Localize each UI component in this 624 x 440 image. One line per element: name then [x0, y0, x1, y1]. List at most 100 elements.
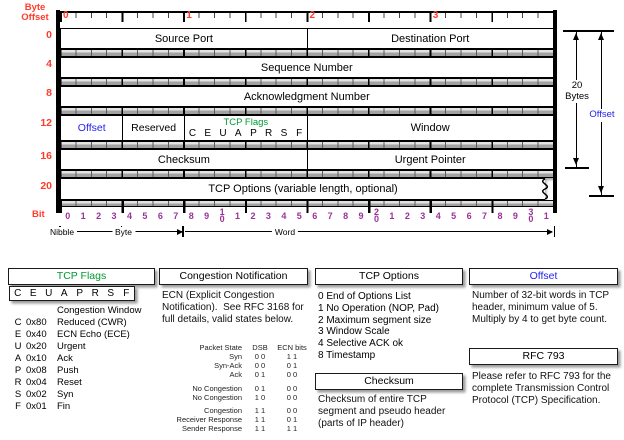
bit-number: 9: [512, 211, 518, 221]
flag-name-cell: Congestion Window: [57, 305, 142, 316]
byte-offset-label: 20: [40, 180, 52, 192]
left-frame-line: [56, 10, 60, 213]
flag-letter-cell: S: [14, 389, 22, 400]
bit-number: 9: [358, 211, 364, 221]
flag-letter: A: [60, 288, 68, 299]
bytes-measure-bottom-bar: [565, 167, 589, 169]
ecn-cell: Sender Response: [181, 424, 242, 433]
flag-hex-cell: [26, 305, 57, 317]
row-acknowledgment: Acknowledgment Number: [60, 86, 554, 107]
flag-definition-row: R 0x04 Reset: [12, 377, 142, 389]
field-reserved: Reserved: [122, 116, 183, 140]
legend-flag-definitions: Congestion Window C 0x80 Reduced (CWR) E 0x40…: [12, 305, 142, 413]
ecn-cell: 0 1: [254, 383, 266, 393]
row-checksum-urgent: Checksum Urgent Pointer: [60, 149, 554, 170]
flag-letter: R: [91, 288, 99, 299]
ecn-cell: 0 1: [286, 415, 298, 424]
bit-separator-strip: [60, 170, 554, 178]
bit-number: 5: [451, 211, 457, 221]
ecn-cell: No Congestion: [192, 392, 242, 402]
legend-rfc793-title: RFC 793: [469, 348, 618, 365]
flag-letter: F: [296, 128, 303, 139]
flag-letter-cell: E: [14, 329, 22, 340]
bytes-measure-label: 20 Bytes: [561, 80, 593, 103]
top-ruler-line: [56, 11, 557, 13]
flag-definition-row: A 0x10 Ack: [12, 353, 142, 365]
legend-congestion-title: Congestion Notification: [159, 268, 308, 285]
bit-number: 1: [389, 211, 395, 221]
right-frame-line: [553, 10, 557, 213]
ecn-cell: 0 0: [286, 406, 298, 415]
field-checksum: Checksum: [157, 153, 210, 166]
bit-number: 4: [435, 211, 441, 221]
bit-number: 4: [281, 211, 287, 221]
ecn-cell: 0 0: [286, 370, 298, 379]
bit-number: 6: [312, 211, 318, 221]
tcp-flags-title: TCP Flags: [223, 117, 269, 128]
top-ruler-ticks: [60, 13, 554, 22]
byte-offset-label: 4: [46, 58, 52, 70]
ecn-states-table: Packet State DSB ECN bits Syn 0 0 1 1 Syn-Ack 0…: [160, 343, 311, 433]
bit-number-digit: 0: [219, 214, 225, 224]
nibble-label: Nibble: [46, 226, 78, 237]
row-ports: Source Port Destination Port: [60, 28, 554, 49]
flag-letter-cell: R: [14, 377, 22, 388]
field-acknowledgment-number: Acknowledgment Number: [243, 90, 370, 103]
bit-number: 9: [204, 211, 210, 221]
byte-offset-label: 16: [40, 150, 52, 162]
ecn-cell: 0 0: [286, 392, 298, 402]
bit-number: 7: [327, 211, 333, 221]
flag-hex-cell: 0x01: [26, 401, 47, 412]
ecn-cell: 0 0: [286, 383, 298, 393]
flag-hex-cell: 0x80: [26, 317, 47, 328]
scale-bar: [182, 226, 184, 237]
flag-letter: U: [45, 288, 53, 299]
ecn-cell: Ack: [229, 370, 242, 379]
flag-letter-cell: C: [14, 317, 22, 328]
ecn-cell: Congestion: [204, 406, 242, 415]
ecn-row: Congestion 1 1 0 0: [160, 406, 311, 415]
flag-definition-row: Congestion Window: [12, 305, 142, 317]
top-bit-number: 3: [432, 10, 439, 21]
flag-letter: S: [107, 288, 115, 299]
flag-letter: U: [219, 128, 227, 139]
legend-tcp-options-title: TCP Options: [315, 268, 463, 285]
flag-definition-row: P 0x08 Push: [12, 365, 142, 377]
flag-letter-cell: F: [15, 401, 21, 412]
flag-hex-cell: 0x02: [26, 389, 47, 400]
top-bit-number: 1: [186, 10, 192, 21]
flag-name-cell: Push: [57, 365, 79, 376]
ecn-cell: 1 1: [254, 415, 266, 424]
bit-number: 1: [80, 211, 86, 221]
ecn-row: Syn 0 0 1 1: [160, 352, 311, 361]
bit-number: 1: [235, 211, 241, 221]
ecn-cell: 0 0: [254, 361, 266, 370]
bit-number: 8: [343, 211, 349, 221]
ecn-cell: 1 1: [286, 352, 298, 361]
bit-number: 2: [250, 211, 256, 221]
ecn-row: Ack 0 1 0 0: [160, 370, 311, 379]
ecn-cell: 1 1: [254, 424, 266, 433]
tcp-options-list: 0 End of Options List 1 No Operation (NOP…: [318, 291, 439, 362]
bit-number: 5: [296, 211, 302, 221]
ecn-cell: 0 0: [254, 352, 266, 361]
bit-number: 6: [466, 211, 472, 221]
field-source-port: Source Port: [154, 32, 213, 45]
bit-number: 2: [404, 211, 410, 221]
ecn-row: No Congestion 1 0 0 0: [160, 393, 311, 402]
flag-letter: P: [250, 128, 257, 139]
flag-definition-row: F 0x01 Fin: [12, 401, 142, 413]
bit-number: 1: [543, 211, 549, 221]
flag-name-cell: Syn: [57, 389, 74, 400]
ecn-header-cell: DSB: [252, 343, 268, 352]
flag-letter-cell: A: [14, 353, 22, 364]
field-destination-port: Destination Port: [306, 29, 553, 48]
byte-label: Byte: [111, 226, 136, 237]
legend-tcp-flags-title: TCP Flags: [8, 268, 155, 285]
flag-definition-row: C 0x80 Reduced (CWR): [12, 317, 142, 329]
ecn-header-row: Packet State DSB ECN bits: [160, 343, 311, 352]
